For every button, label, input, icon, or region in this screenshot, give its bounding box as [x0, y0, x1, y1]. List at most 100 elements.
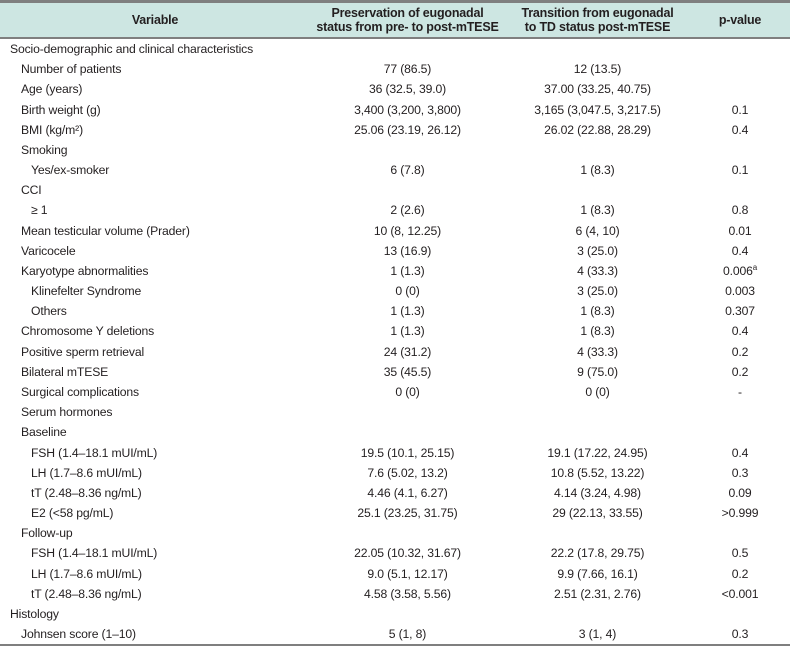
variable-label: Mean testicular volume (Prader)	[21, 223, 190, 238]
p-value-text: >0.999	[721, 506, 759, 521]
header-transition-line1: Transition from eugonadal	[521, 5, 674, 20]
variable-label: Yes/ex-smoker	[31, 163, 110, 178]
variable-label: BMI (kg/m²)	[21, 122, 83, 137]
p-value-text: 0.4	[731, 243, 749, 258]
preservation-cell: 25.1 (23.25, 31.75)	[357, 506, 458, 521]
p-value-cell: 0.2	[690, 365, 790, 379]
variable-cell: Mean testicular volume (Prader)	[0, 224, 310, 238]
p-value-cell: 0.003	[690, 284, 790, 298]
p-value-text: 0.2	[731, 566, 749, 581]
p-value-cell: 0.1	[690, 103, 790, 117]
p-value-cell: 0.4	[690, 446, 790, 460]
table-row: tT (2.48–8.36 ng/mL) 4.58 (3.58, 5.56) 2…	[0, 584, 790, 604]
header-transition: Transition from eugonadal to TD status p…	[505, 6, 690, 35]
variable-label: Histology	[10, 606, 59, 621]
preservation-cell: 25.06 (23.19, 26.12)	[354, 122, 461, 137]
p-value-cell: 0.4	[690, 324, 790, 338]
p-value-text: 0.003	[725, 284, 755, 299]
p-value-cell: 0.4	[690, 123, 790, 137]
p-value-text: 0.1	[731, 102, 749, 117]
variable-cell: Baseline	[0, 425, 310, 439]
variable-label: Age (years)	[21, 82, 83, 97]
table-row: tT (2.48–8.36 ng/mL) 4.46 (4.1, 6.27) 4.…	[0, 483, 790, 503]
p-value-cell: 0.3	[690, 627, 790, 641]
p-value-text: <0.001	[721, 586, 759, 601]
table-row: Follow-up	[0, 523, 790, 543]
table-row: Surgical complications 0 (0) 0 (0) -	[0, 382, 790, 402]
preservation-cell: 10 (8, 12.25)	[373, 223, 442, 238]
variable-cell: Karyotype abnormalities	[0, 264, 310, 278]
variable-label: ≥ 1	[31, 203, 48, 218]
variable-label: Baseline	[21, 425, 67, 440]
preservation-cell: 19.5 (10.1, 25.15)	[360, 445, 455, 460]
variable-cell: Serum hormones	[0, 405, 310, 419]
variable-label: Varicocele	[21, 243, 76, 258]
table-row: Histology	[0, 604, 790, 624]
transition-cell: 6 (4, 10)	[575, 223, 620, 238]
p-value-text: 0.307	[725, 304, 755, 319]
p-value-text: 0.006	[722, 263, 753, 278]
p-value-cell: 0.01	[690, 224, 790, 238]
header-preservation: Preservation of eugonadal status from pr…	[310, 6, 505, 35]
transition-cell: 10.8 (5.52, 13.22)	[550, 465, 645, 480]
variable-cell: tT (2.48–8.36 ng/mL)	[0, 587, 310, 601]
preservation-cell: 24 (31.2)	[383, 344, 432, 359]
table-row: Chromosome Y deletions 1 (1.3) 1 (8.3) 0…	[0, 321, 790, 341]
header-preservation-line1: Preservation of eugonadal	[331, 5, 484, 20]
table-row: E2 (<58 pg/mL) 25.1 (23.25, 31.75) 29 (2…	[0, 503, 790, 523]
variable-cell: Age (years)	[0, 82, 310, 96]
variable-label: LH (1.7–8.6 mUI/mL)	[31, 566, 142, 581]
table-row: Socio-demographic and clinical character…	[0, 39, 790, 59]
transition-cell: 22.2 (17.8, 29.75)	[550, 546, 645, 561]
transition-cell: 9 (75.0)	[577, 364, 618, 379]
preservation-cell: 22.05 (10.32, 31.67)	[354, 546, 461, 561]
table-row: Varicocele 13 (16.9) 3 (25.0) 0.4	[0, 241, 790, 261]
variable-cell: Johnsen score (1–10)	[0, 627, 310, 641]
preservation-cell: 35 (45.5)	[383, 364, 432, 379]
p-value-text: 0.3	[731, 465, 749, 480]
header-variable-label: Variable	[131, 12, 179, 27]
variable-label: Number of patients	[21, 62, 122, 77]
p-value-text: -	[738, 385, 742, 399]
variable-cell: E2 (<58 pg/mL)	[0, 506, 310, 520]
variable-label: Serum hormones	[21, 405, 113, 420]
variable-cell: ≥ 1	[0, 203, 310, 217]
p-value-text: 0.2	[731, 364, 749, 379]
variable-cell: Number of patients	[0, 62, 310, 76]
variable-cell: tT (2.48–8.36 ng/mL)	[0, 486, 310, 500]
transition-cell: 3,165 (3,047.5, 3,217.5)	[534, 102, 661, 117]
transition-cell: 3 (1, 4)	[578, 627, 617, 642]
table-row: FSH (1.4–18.1 mUI/mL) 22.05 (10.32, 31.6…	[0, 543, 790, 563]
p-value-cell: 0.8	[690, 203, 790, 217]
preservation-cell: 0 (0)	[395, 284, 420, 299]
variable-cell: CCI	[0, 183, 310, 197]
preservation-cell: 1 (1.3)	[390, 324, 425, 339]
variable-label: Positive sperm retrieval	[21, 344, 145, 359]
table-row: Karyotype abnormalities 1 (1.3) 4 (33.3)…	[0, 261, 790, 281]
p-value-text: 0.01	[728, 223, 752, 238]
transition-cell: 1 (8.3)	[580, 163, 615, 178]
variable-label: Socio-demographic and clinical character…	[10, 42, 254, 57]
variable-label: Follow-up	[21, 526, 73, 541]
header-p-value-label: p-value	[718, 12, 762, 27]
header-preservation-line2: status from pre- to post-mTESE	[316, 20, 499, 34]
variable-label: FSH (1.4–18.1 mUI/mL)	[31, 546, 158, 561]
variable-cell: Socio-demographic and clinical character…	[0, 42, 310, 56]
variable-label: Johnsen score (1–10)	[21, 627, 136, 642]
variable-cell: BMI (kg/m²)	[0, 123, 310, 137]
p-value-cell: 0.3	[690, 466, 790, 480]
p-value-cell: 0.006a	[690, 263, 790, 278]
variable-cell: Klinefelter Syndrome	[0, 284, 310, 298]
p-value-text: 0.1	[731, 163, 749, 178]
preservation-cell: 3,400 (3,200, 3,800)	[354, 102, 461, 117]
table-row: CCI	[0, 180, 790, 200]
variable-cell: LH (1.7–8.6 mUI/mL)	[0, 466, 310, 480]
preservation-cell: 1 (1.3)	[390, 263, 425, 278]
variable-cell: Birth weight (g)	[0, 103, 310, 117]
variable-label: tT (2.48–8.36 ng/mL)	[31, 485, 142, 500]
variable-cell: FSH (1.4–18.1 mUI/mL)	[0, 546, 310, 560]
table-row: Birth weight (g) 3,400 (3,200, 3,800) 3,…	[0, 100, 790, 120]
variable-cell: Bilateral mTESE	[0, 365, 310, 379]
p-value-cell: 0.1	[690, 163, 790, 177]
transition-cell: 4 (33.3)	[577, 344, 618, 359]
